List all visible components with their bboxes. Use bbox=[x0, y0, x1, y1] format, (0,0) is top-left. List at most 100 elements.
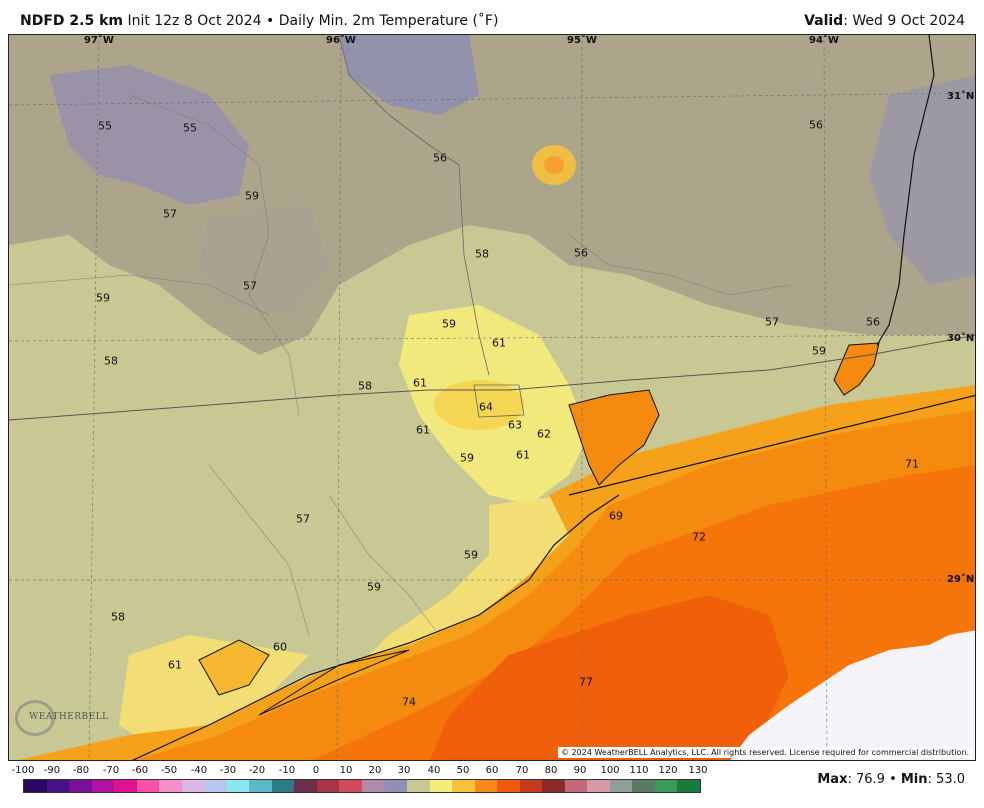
colorbar-tick: 10 bbox=[339, 765, 353, 776]
valid-value: : Wed 9 Oct 2024 bbox=[843, 13, 965, 29]
min-value: : 53.0 bbox=[927, 772, 965, 787]
temperature-colorbar bbox=[23, 779, 701, 793]
colorbar-swatch bbox=[249, 780, 272, 792]
colorbar-tick: 20 bbox=[368, 765, 382, 776]
colorbar-tick: -10 bbox=[278, 765, 296, 776]
colorbar-swatch bbox=[497, 780, 520, 792]
longitude-label: 94˚W bbox=[809, 35, 839, 46]
colorbar-swatch bbox=[609, 780, 633, 792]
temperature-value: 61 bbox=[168, 658, 182, 672]
title-separator: • bbox=[265, 13, 275, 29]
colorbar-swatch bbox=[204, 780, 227, 792]
colorbar-tick: 90 bbox=[573, 765, 587, 776]
max-label: Max bbox=[817, 772, 848, 787]
header: NDFD 2.5 km Init 12z 8 Oct 2024 • Daily … bbox=[0, 0, 984, 34]
colorbar-tick: 80 bbox=[544, 765, 558, 776]
temperature-value: 71 bbox=[905, 457, 919, 471]
temperature-value: 63 bbox=[508, 418, 522, 432]
temperature-value: 59 bbox=[96, 291, 110, 305]
valid-time: Valid: Wed 9 Oct 2024 bbox=[804, 13, 965, 29]
latitude-label: 30˚N bbox=[947, 333, 975, 344]
colorbar-tick: -30 bbox=[219, 765, 237, 776]
colorbar-tick-labels: -100 -90 -80 -70 -60 -50 -40 -30 -20 -10… bbox=[0, 765, 984, 779]
weatherbell-logo: WEATHERBELL bbox=[13, 698, 108, 738]
colorbar-tick: -40 bbox=[190, 765, 208, 776]
colorbar-swatch bbox=[632, 780, 655, 792]
temperature-value: 56 bbox=[809, 118, 823, 132]
colorbar-swatch bbox=[587, 780, 610, 792]
colorbar-tick: 50 bbox=[456, 765, 470, 776]
colorbar-tick: 0 bbox=[312, 765, 320, 776]
temperature-value: 61 bbox=[413, 376, 427, 390]
colorbar-swatch bbox=[654, 780, 678, 792]
colorbar-tick: -20 bbox=[248, 765, 266, 776]
colorbar-tick: 100 bbox=[600, 765, 620, 776]
colorbar-swatch bbox=[361, 780, 385, 792]
temperature-value: 58 bbox=[358, 379, 372, 393]
colorbar-tick: -60 bbox=[131, 765, 149, 776]
temperature-value: 62 bbox=[537, 427, 551, 441]
colorbar-swatch bbox=[181, 780, 205, 792]
model-name: NDFD 2.5 km bbox=[20, 13, 123, 29]
min-label: Min bbox=[900, 772, 928, 787]
colorbar-swatch bbox=[316, 780, 340, 792]
longitude-label: 95˚W bbox=[567, 35, 597, 46]
colorbar-swatch bbox=[46, 780, 70, 792]
colorbar-swatch bbox=[564, 780, 588, 792]
temperature-value: 74 bbox=[402, 695, 416, 709]
temperature-value: 59 bbox=[460, 451, 474, 465]
temperature-value: 56 bbox=[574, 246, 588, 260]
colorbar-swatch bbox=[136, 780, 160, 792]
temperature-value: 56 bbox=[866, 315, 880, 329]
max-min-stats: Max: 76.9 • Min: 53.0 bbox=[817, 772, 965, 787]
colorbar-tick: -50 bbox=[160, 765, 178, 776]
temperature-value: 57 bbox=[296, 512, 310, 526]
colorbar-swatch bbox=[474, 780, 498, 792]
colorbar-swatch bbox=[542, 780, 565, 792]
temperature-value: 58 bbox=[111, 610, 125, 624]
colorbar-swatch bbox=[69, 780, 92, 792]
temperature-value: 59 bbox=[245, 189, 259, 203]
temperature-value: 55 bbox=[98, 119, 112, 133]
temperature-value: 56 bbox=[433, 151, 447, 165]
colorbar-swatch bbox=[452, 780, 475, 792]
temperature-value: 64 bbox=[479, 400, 493, 414]
latitude-label: 31˚N bbox=[947, 91, 975, 102]
temperature-value: 58 bbox=[104, 354, 118, 368]
colorbar-tick: 110 bbox=[629, 765, 649, 776]
logo-ring bbox=[15, 700, 55, 736]
colorbar-swatch bbox=[226, 780, 250, 792]
temperature-value: 61 bbox=[416, 423, 430, 437]
temperature-value: 57 bbox=[163, 207, 177, 221]
colorbar-swatch bbox=[114, 780, 137, 792]
colorbar-swatch bbox=[519, 780, 543, 792]
temperature-value: 77 bbox=[579, 675, 593, 689]
latitude-label: 29˚N bbox=[947, 574, 975, 585]
colorbar-swatch bbox=[271, 780, 295, 792]
max-value: : 76.9 • bbox=[847, 772, 901, 787]
colorbar-swatch bbox=[677, 780, 700, 792]
temperature-value: 57 bbox=[243, 279, 257, 293]
temperature-map[interactable]: 97˚W 96˚W 95˚W 94˚W 31˚N 30˚N 29˚N 55 55… bbox=[8, 34, 976, 761]
temperature-value: 58 bbox=[475, 247, 489, 261]
logo-text: WEATHERBELL bbox=[29, 712, 109, 722]
longitude-label: 96˚W bbox=[326, 35, 356, 46]
colorbar-swatch bbox=[294, 780, 317, 792]
colorbar-swatch bbox=[159, 780, 182, 792]
colorbar-tick: 30 bbox=[397, 765, 411, 776]
temperature-value: 60 bbox=[273, 640, 287, 654]
init-time: Init 12z 8 Oct 2024 bbox=[127, 13, 262, 29]
colorbar-swatch bbox=[91, 780, 115, 792]
temperature-value: 57 bbox=[765, 315, 779, 329]
colorbar-tick: -90 bbox=[43, 765, 61, 776]
colorbar-tick: 60 bbox=[485, 765, 499, 776]
colorbar-swatch bbox=[24, 780, 47, 792]
colorbar-swatch bbox=[339, 780, 362, 792]
temperature-value: 59 bbox=[367, 580, 381, 594]
temperature-value: 61 bbox=[516, 448, 530, 462]
colorbar-tick: 130 bbox=[688, 765, 708, 776]
colorbar-tick: 70 bbox=[515, 765, 529, 776]
valid-label: Valid bbox=[804, 13, 844, 29]
colorbar-tick: -100 bbox=[11, 765, 35, 776]
colorbar-tick: -80 bbox=[72, 765, 90, 776]
